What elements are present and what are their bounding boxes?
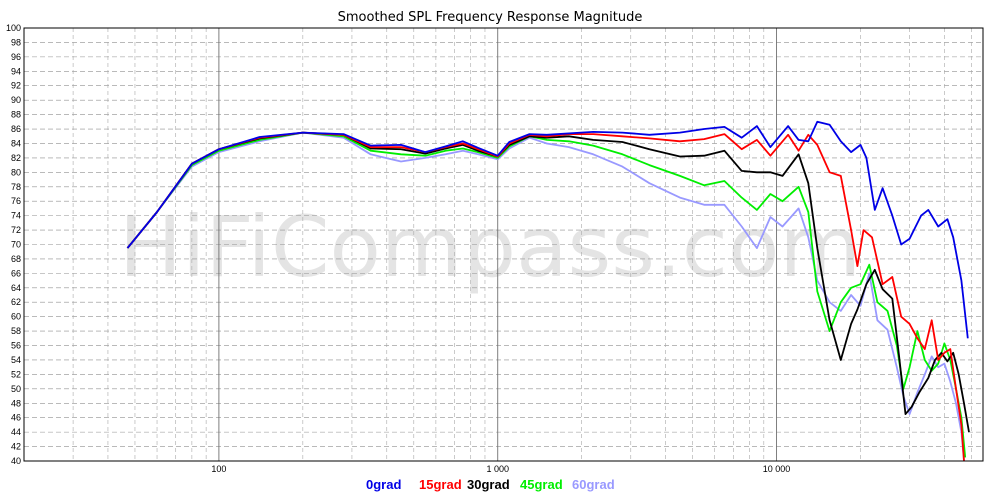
y-tick-label: 100 <box>6 23 21 33</box>
y-tick-label: 96 <box>11 52 21 62</box>
series-line-30grad <box>126 131 970 433</box>
y-tick-label: 62 <box>11 297 21 307</box>
y-tick-label: 54 <box>11 355 21 365</box>
series-line-60grad <box>126 131 965 461</box>
series-layer <box>126 120 970 461</box>
y-tick-label: 90 <box>11 95 21 105</box>
y-tick-label: 74 <box>11 211 21 221</box>
y-tick-label: 56 <box>11 341 21 351</box>
grid-layer <box>24 27 983 462</box>
legend: 0grad 15grad 30grad 45grad 60grad <box>366 477 615 492</box>
legend-item-0grad: 0grad <box>366 477 401 492</box>
y-tick-label: 84 <box>11 138 21 148</box>
y-tick-label: 98 <box>11 37 21 47</box>
y-tick-label: 94 <box>11 66 21 76</box>
y-tick-label: 78 <box>11 182 21 192</box>
chart-title: Smoothed SPL Frequency Response Magnitud… <box>338 10 643 25</box>
x-tick-label: 1 000 <box>486 464 509 474</box>
series-line-0grad <box>126 120 969 339</box>
legend-item-45grad: 45grad <box>520 477 563 492</box>
legend-item-30grad: 30grad <box>467 477 510 492</box>
y-tick-label: 60 <box>11 312 21 322</box>
y-tick-label: 80 <box>11 167 21 177</box>
y-tick-label: 70 <box>11 240 21 250</box>
y-tick-label: 52 <box>11 369 21 379</box>
watermark-layer: HiFiCompass.com <box>119 198 861 296</box>
y-tick-label: 46 <box>11 413 21 423</box>
y-tick-label: 76 <box>11 196 21 206</box>
y-tick-label: 44 <box>11 427 21 437</box>
y-tick-label: 88 <box>11 110 21 120</box>
x-tick-label: 100 <box>211 464 226 474</box>
y-tick-label: 68 <box>11 254 21 264</box>
y-tick-label: 48 <box>11 398 21 408</box>
x-tick-label: 10 000 <box>763 464 791 474</box>
y-tick-label: 58 <box>11 326 21 336</box>
legend-item-15grad: 15grad <box>419 477 462 492</box>
watermark-logo: HiFiCompass.com <box>119 198 861 296</box>
legend-item-60grad: 60grad <box>572 477 615 492</box>
y-tick-label: 86 <box>11 124 21 134</box>
series-line-15grad <box>126 131 965 461</box>
y-tick-label: 50 <box>11 384 21 394</box>
y-tick-label: 64 <box>11 283 21 293</box>
y-tick-label: 82 <box>11 153 21 163</box>
axis-layer: 40 42 44 46 48 50 52 54 56 58 60 62 64 66 68 70 72 74 76 78… <box>6 23 790 474</box>
y-tick-label: 72 <box>11 225 21 235</box>
y-tick-label: 92 <box>11 81 21 91</box>
plot-border <box>23 27 984 462</box>
y-tick-label: 66 <box>11 268 21 278</box>
y-tick-label: 42 <box>11 442 21 452</box>
y-tick-label: 40 <box>11 456 21 466</box>
